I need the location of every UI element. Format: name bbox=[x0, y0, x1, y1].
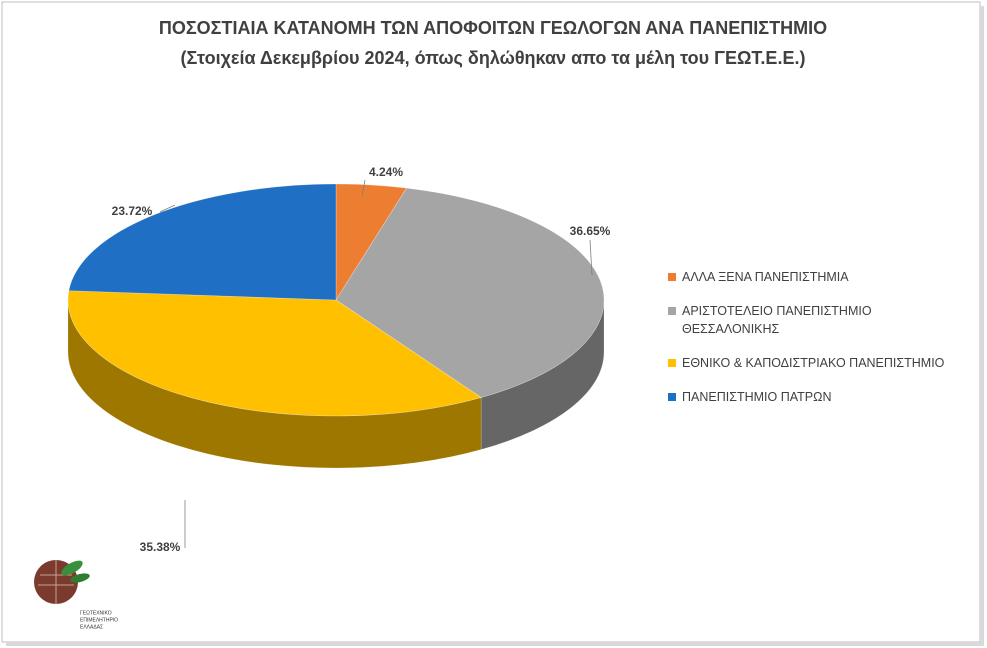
logo: ΓΕΩΤΕΧΝΙΚΟ ΕΠΙΜΕΛΗΤΗΡΙΟ ΕΛΛΑΔΑΣ bbox=[34, 560, 118, 630]
legend-label: ΑΛΛΑ ΞΕΝΑ ΠΑΝΕΠΙΣΤΗΜΙΑ bbox=[682, 270, 849, 284]
legend: ΑΛΛΑ ΞΕΝΑ ΠΑΝΕΠΙΣΤΗΜΙΑ ΑΡΙΣΤΟΤΕΛΕΙΟ ΠΑΝΕΠ… bbox=[668, 268, 978, 422]
frame-shadow bbox=[6, 642, 982, 646]
data-label: 23.72% bbox=[112, 204, 153, 218]
legend-label: ΕΘΝΙΚΟ & ΚΑΠΟΔΙΣΤΡΙΑΚΟ ΠΑΝΕΠΙΣΤΗΜΙΟ bbox=[682, 356, 945, 370]
leader-line bbox=[159, 204, 176, 213]
frame-shadow bbox=[980, 6, 984, 646]
legend-label: ΠΑΝΕΠΙΣΤΗΜΙΟ ΠΑΤΡΩΝ bbox=[682, 390, 832, 404]
logo-text: ΓΕΩΤΕΧΝΙΚΟ bbox=[80, 610, 112, 616]
legend-item: ΑΛΛΑ ΞΕΝΑ ΠΑΝΕΠΙΣΤΗΜΙΑ bbox=[668, 268, 978, 286]
pie-tops bbox=[67, 183, 605, 417]
logo-leaf bbox=[70, 573, 90, 583]
data-label: 36.65% bbox=[570, 224, 611, 238]
logo-leaf bbox=[61, 560, 83, 576]
legend-swatch bbox=[668, 359, 676, 367]
logo-text: ΕΛΛΑΔΑΣ bbox=[80, 624, 103, 630]
chart-subtitle: (Στοιχεία Δεκεμβρίου 2024, όπως δηλώθηκα… bbox=[181, 48, 806, 68]
legend-item: ΕΘΝΙΚΟ & ΚΑΠΟΔΙΣΤΡΙΑΚΟ ΠΑΝΕΠΙΣΤΗΜΙΟ bbox=[668, 354, 978, 372]
leader-line bbox=[589, 239, 593, 276]
legend-swatch bbox=[668, 307, 676, 315]
leader-line bbox=[361, 179, 366, 197]
slice bbox=[335, 183, 408, 302]
slice bbox=[335, 187, 605, 398]
legend-label: ΑΡΙΣΤΟΤΕΛΕΙΟ ΠΑΝΕΠΙΣΤΗΜΙΟ ΘΕΣΣΑΛΟΝΙΚΗΣ bbox=[682, 304, 872, 336]
slice bbox=[68, 183, 337, 301]
data-label: 35.38% bbox=[140, 540, 181, 554]
legend-swatch bbox=[668, 393, 676, 401]
logo-text: ΕΠΙΜΕΛΗΤΗΡΙΟ bbox=[80, 617, 118, 623]
data-label: 4.24% bbox=[369, 165, 403, 179]
chart-title: ΠΟΣΟΣΤΙΑΙΑ ΚΑΤΑΝΟΜΗ ΤΩΝ ΑΠΟΦΟΙΤΩΝ ΓΕΩΛΟΓ… bbox=[159, 18, 827, 38]
legend-item: ΑΡΙΣΤΟΤΕΛΕΙΟ ΠΑΝΕΠΙΣΤΗΜΙΟ ΘΕΣΣΑΛΟΝΙΚΗΣ bbox=[668, 302, 978, 338]
slice bbox=[67, 290, 482, 417]
legend-swatch bbox=[668, 273, 676, 281]
legend-item: ΠΑΝΕΠΙΣΤΗΜΙΟ ΠΑΤΡΩΝ bbox=[668, 388, 978, 406]
